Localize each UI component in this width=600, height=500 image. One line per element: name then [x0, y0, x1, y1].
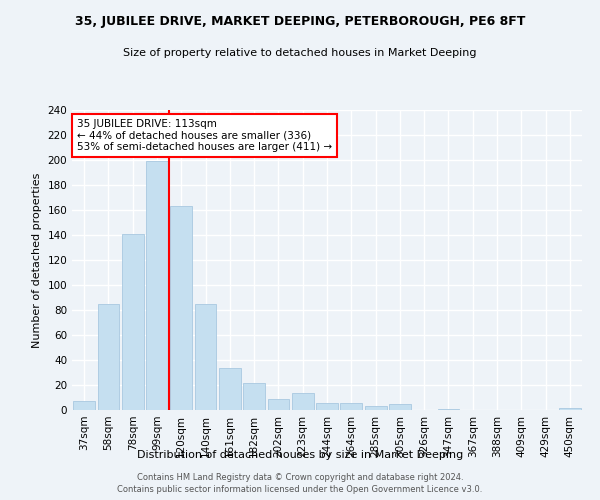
Text: Contains public sector information licensed under the Open Government Licence v3: Contains public sector information licen… — [118, 485, 482, 494]
Bar — [437, 409, 460, 410]
Bar — [316, 402, 338, 410]
Bar — [268, 399, 289, 410]
Bar — [170, 206, 192, 410]
Bar — [122, 234, 143, 410]
Text: Size of property relative to detached houses in Market Deeping: Size of property relative to detached ho… — [123, 48, 477, 58]
Bar — [194, 304, 217, 410]
Bar — [559, 408, 581, 410]
Bar — [243, 382, 265, 410]
Bar — [146, 161, 168, 410]
Bar — [292, 392, 314, 410]
Bar — [340, 402, 362, 410]
Bar — [97, 304, 119, 410]
Bar — [389, 404, 411, 410]
Bar — [365, 406, 386, 410]
Text: Distribution of detached houses by size in Market Deeping: Distribution of detached houses by size … — [137, 450, 463, 460]
Text: Contains HM Land Registry data © Crown copyright and database right 2024.: Contains HM Land Registry data © Crown c… — [137, 474, 463, 482]
Text: 35 JUBILEE DRIVE: 113sqm
← 44% of detached houses are smaller (336)
53% of semi-: 35 JUBILEE DRIVE: 113sqm ← 44% of detach… — [77, 119, 332, 152]
Bar — [73, 401, 95, 410]
Y-axis label: Number of detached properties: Number of detached properties — [32, 172, 42, 348]
Bar — [219, 368, 241, 410]
Text: 35, JUBILEE DRIVE, MARKET DEEPING, PETERBOROUGH, PE6 8FT: 35, JUBILEE DRIVE, MARKET DEEPING, PETER… — [75, 15, 525, 28]
